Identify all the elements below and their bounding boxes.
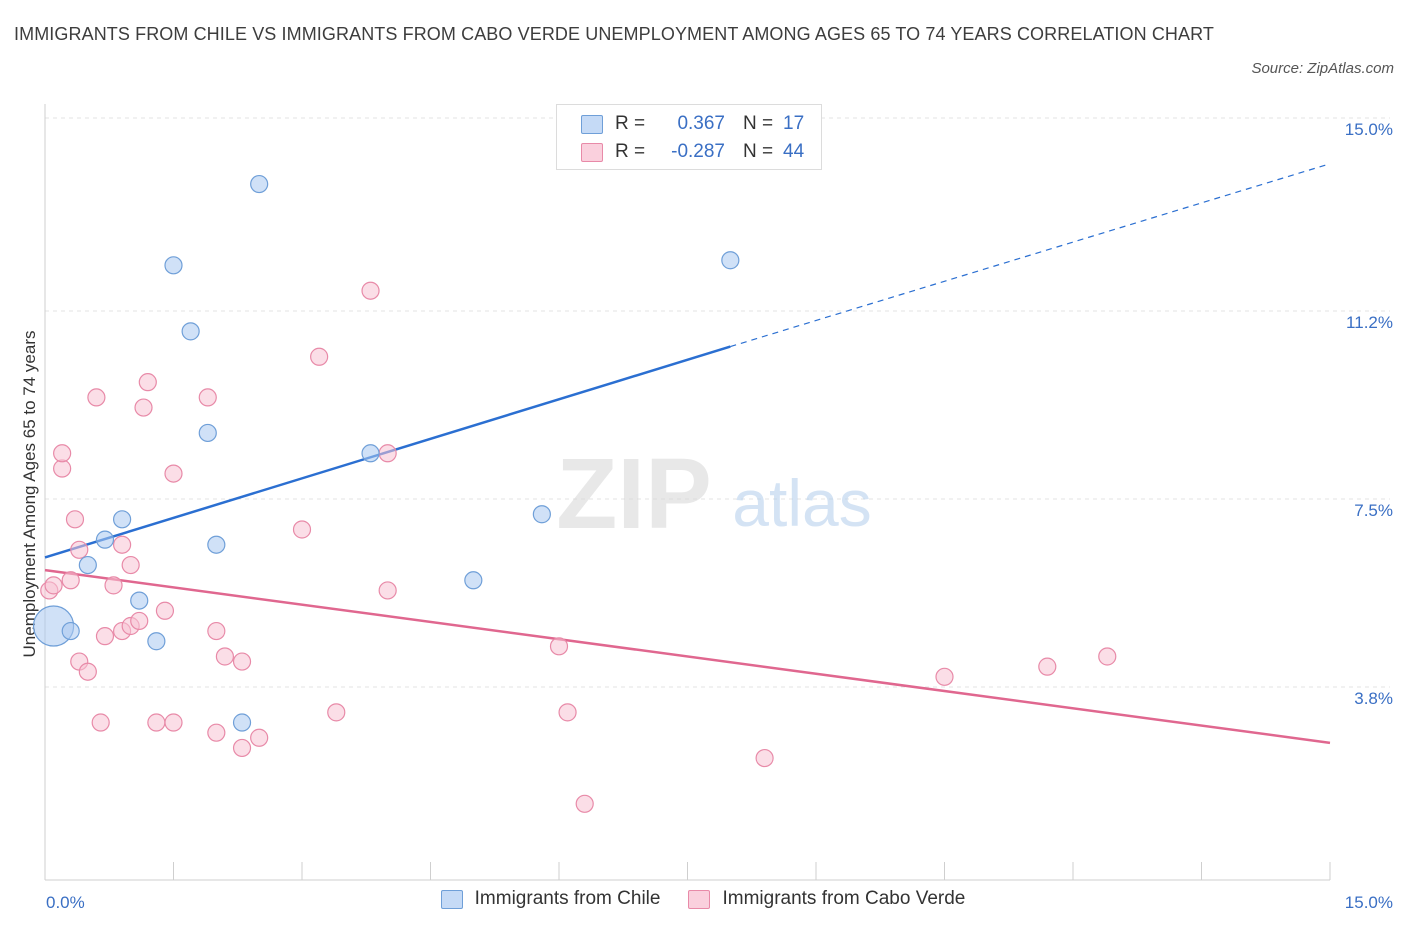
legend-n-label: N = [743, 113, 774, 134]
legend-item-chile: Immigrants from Chile [440, 888, 661, 910]
point-cabo-verde [104, 576, 123, 595]
tick-labels: 3.8% 7.5% 11.2% 15.0% 0.0% 15.0% [46, 120, 1393, 912]
series-legend: Immigrants from Chile Immigrants from Ca… [0, 888, 1406, 910]
point-cabo-verde [755, 748, 774, 768]
y-tick-label: 11.2% [1346, 313, 1393, 332]
trend-line-chile-extrapolated [730, 163, 1331, 348]
point-cabo-verde [207, 621, 226, 641]
point-cabo-verde [87, 388, 106, 407]
point-cabo-verde [250, 728, 269, 747]
point-cabo-verde [53, 444, 72, 463]
point-cabo-verde [65, 510, 85, 529]
point-chile [532, 505, 551, 524]
point-cabo-verde [164, 713, 183, 732]
point-cabo-verde [292, 520, 312, 539]
point-chile [464, 571, 483, 590]
point-cabo-verde [575, 794, 594, 813]
point-chile [95, 530, 115, 549]
point-cabo-verde [164, 464, 183, 483]
point-cabo-verde [361, 281, 380, 300]
chart-source: Source: ZipAtlas.com [1251, 60, 1394, 77]
legend-label-cabo-verde: Immigrants from Cabo Verde [722, 888, 966, 909]
point-chile [61, 621, 80, 641]
x-tick-label-max: 15.0% [1345, 893, 1393, 912]
watermark-zip: ZIP [556, 438, 712, 550]
point-chile [721, 251, 740, 270]
point-cabo-verde [232, 738, 252, 758]
data-points [32, 174, 1117, 813]
watermark-atlas: atlas [732, 466, 871, 540]
point-chile [361, 444, 380, 463]
point-cabo-verde [378, 581, 397, 600]
point-chile [198, 423, 217, 443]
point-chile [130, 591, 149, 610]
point-cabo-verde [138, 373, 157, 392]
point-cabo-verde [91, 713, 110, 732]
legend-swatch-cabo-verde [688, 889, 711, 909]
point-chile [232, 713, 252, 732]
axes [44, 104, 1331, 881]
legend-r-label: R = [615, 113, 646, 134]
chart-title: IMMIGRANTS FROM CHILE VS IMMIGRANTS FROM… [14, 24, 1215, 44]
legend-n-label: N = [743, 141, 774, 162]
point-cabo-verde [147, 713, 166, 732]
point-cabo-verde [1038, 657, 1057, 676]
point-cabo-verde [310, 347, 329, 366]
point-cabo-verde [215, 647, 234, 666]
point-cabo-verde [935, 667, 954, 686]
y-tick-label: 3.8% [1354, 689, 1393, 708]
legend-r-label: R = [615, 141, 646, 162]
point-cabo-verde [70, 540, 89, 559]
point-cabo-verde [327, 703, 346, 722]
x-tick-label-min: 0.0% [46, 893, 85, 912]
y-tick-label: 15.0% [1345, 120, 1393, 139]
legend-n-value-chile: 17 [783, 113, 805, 134]
point-cabo-verde [130, 611, 149, 631]
point-cabo-verde [121, 555, 140, 575]
point-cabo-verde [207, 723, 226, 742]
legend-label-chile: Immigrants from Chile [474, 888, 661, 909]
point-cabo-verde [155, 601, 175, 620]
point-cabo-verde [549, 637, 569, 656]
legend-swatch-chile [581, 114, 603, 134]
legend-swatch-chile [440, 889, 463, 909]
point-chile [147, 632, 166, 651]
point-cabo-verde [53, 459, 72, 478]
legend-item-cabo-verde: Immigrants from Cabo Verde [688, 888, 965, 910]
point-cabo-verde [112, 535, 132, 554]
point-cabo-verde [558, 703, 577, 722]
point-cabo-verde [134, 398, 153, 417]
point-chile [112, 510, 132, 529]
point-cabo-verde [78, 662, 97, 681]
point-chile [164, 256, 183, 275]
correlation-legend: R = 0.367 N = 17 R = -0.287 N = 44 [556, 104, 822, 170]
point-chile [207, 535, 226, 554]
legend-n-value-cabo-verde: 44 [783, 141, 805, 162]
point-chile [250, 174, 269, 194]
point-cabo-verde [1098, 647, 1117, 666]
point-cabo-verde [198, 388, 217, 407]
point-cabo-verde [95, 627, 115, 646]
legend-row-cabo-verde: R = -0.287 N = 44 [581, 140, 804, 164]
point-cabo-verde [232, 652, 252, 671]
legend-r-value-cabo-verde: -0.287 [671, 141, 725, 162]
point-chile [78, 555, 97, 575]
legend-row-chile: R = 0.367 N = 17 [581, 112, 804, 136]
legend-r-value-chile: 0.367 [677, 113, 725, 134]
point-cabo-verde [61, 571, 80, 590]
y-tick-label: 7.5% [1354, 501, 1393, 520]
point-chile [181, 322, 200, 341]
point-cabo-verde [44, 576, 63, 595]
legend-swatch-cabo-verde [581, 142, 603, 162]
grid-lines [45, 117, 1390, 688]
point-cabo-verde [378, 444, 397, 463]
trend-line-cabo-verde [44, 568, 1331, 745]
